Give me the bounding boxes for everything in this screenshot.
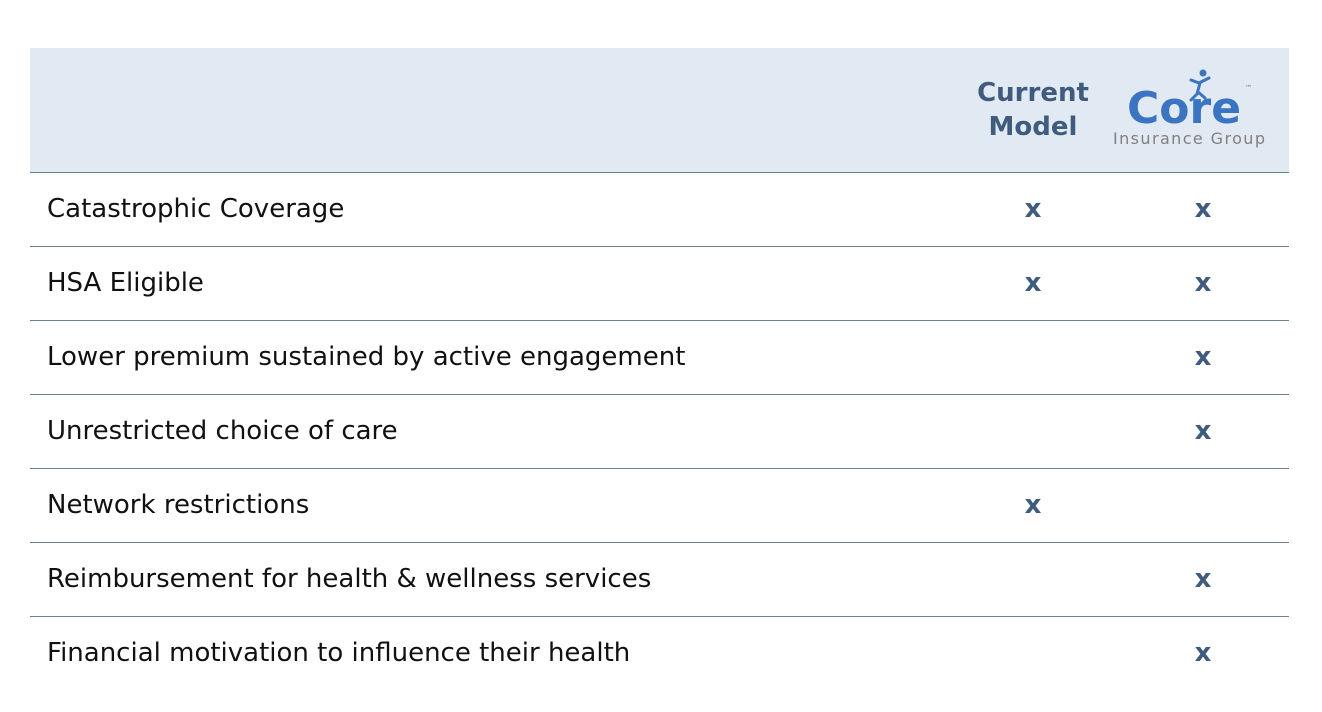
table-row: Unrestricted choice of care x [30, 395, 1289, 469]
logo-name: Core [1127, 83, 1241, 134]
check-mark: x [1194, 268, 1212, 298]
check-mark: x [1194, 416, 1212, 446]
table-row: HSA Eligible x x [30, 247, 1289, 321]
row-label: Lower premium sustained by active engage… [47, 342, 686, 372]
check-mark: x [1194, 194, 1212, 224]
row-label: Network restrictions [47, 490, 310, 520]
check-mark: x [1194, 342, 1212, 372]
table-row: Catastrophic Coverage x x [30, 173, 1289, 247]
table-row: Financial motivation to influence their … [30, 617, 1289, 690]
check-mark: x [1024, 268, 1042, 298]
table-header: Current Model Core ™ Insurance Group [30, 48, 1289, 173]
row-label: Reimbursement for health & wellness serv… [47, 564, 652, 594]
row-label: HSA Eligible [47, 268, 204, 298]
logo-figure [1189, 69, 1211, 102]
comparison-table: Current Model Core ™ Insurance Group Cat… [30, 48, 1289, 690]
logo: Core ™ Insurance Group [1113, 69, 1265, 148]
row-label: Catastrophic Coverage [47, 194, 345, 224]
column-header: Current Model [977, 78, 1089, 142]
check-mark: x [1024, 490, 1042, 520]
table-row: Reimbursement for health & wellness serv… [30, 543, 1289, 617]
table-row: Network restrictions x [30, 469, 1289, 543]
row-label: Financial motivation to influence their … [47, 638, 631, 668]
logo-trademark: ™ [1245, 84, 1252, 92]
table-row: Lower premium sustained by active engage… [30, 321, 1289, 395]
check-mark: x [1024, 194, 1042, 224]
logo-subtitle: Insurance Group [1113, 129, 1265, 148]
table-body: Catastrophic Coverage x x HSA Eligible x x Low… [30, 173, 1289, 690]
row-label: Unrestricted choice of care [47, 416, 398, 446]
check-mark: x [1194, 564, 1212, 594]
check-mark: x [1194, 638, 1212, 668]
